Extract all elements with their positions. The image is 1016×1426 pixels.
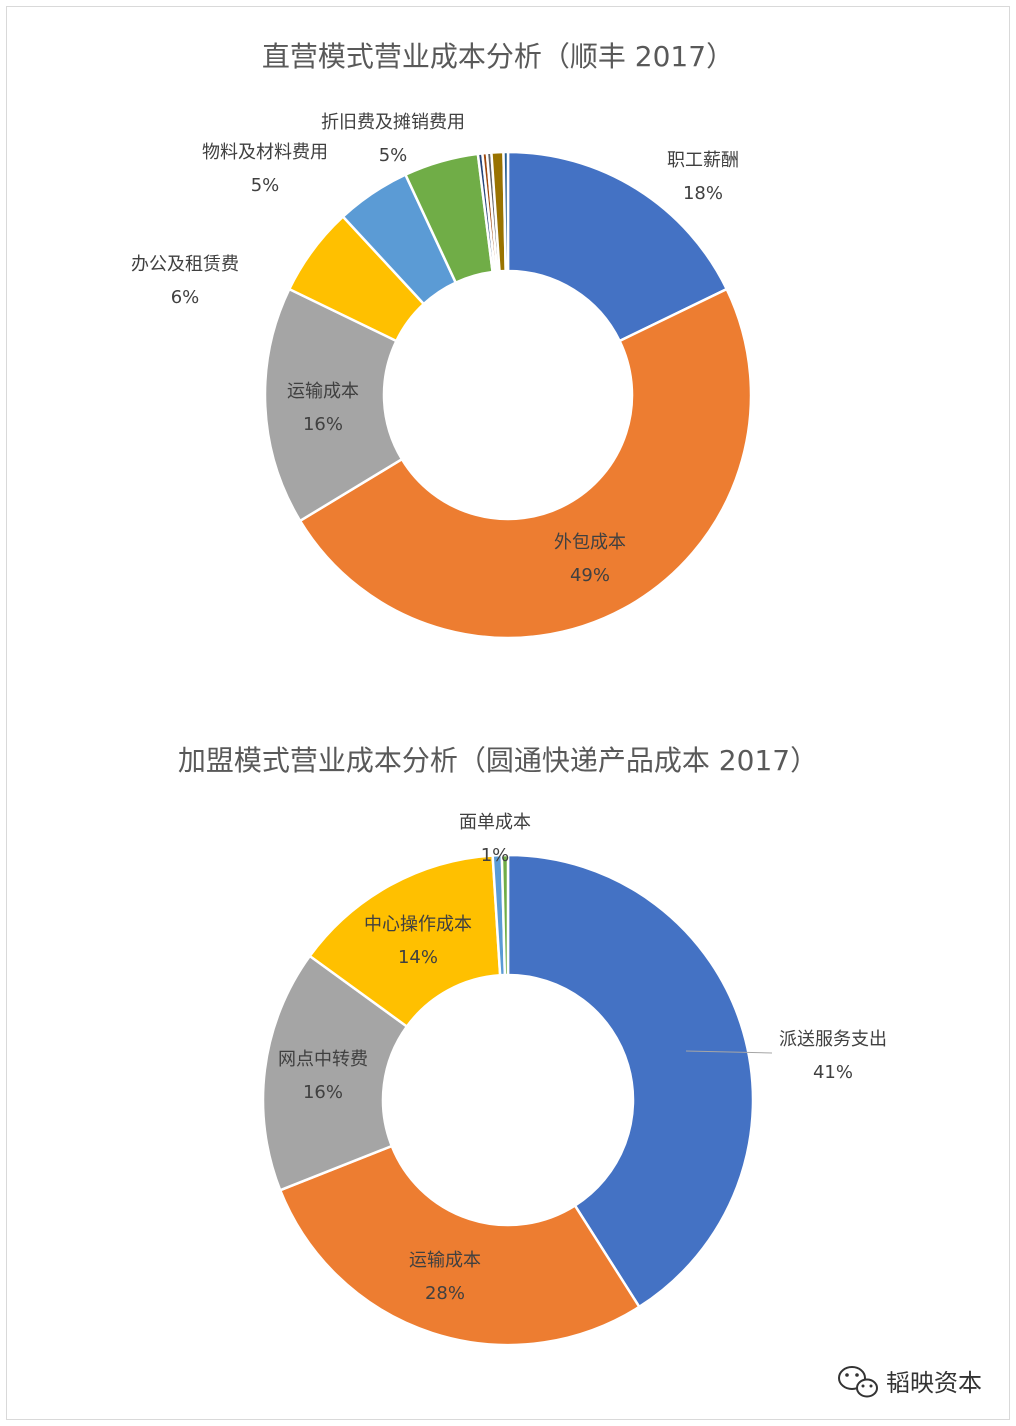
slice-name-label: 运输成本 [287,381,359,402]
slice-派送服务支出 [506,853,755,1309]
slice-percent-label: 41% [813,1062,853,1083]
donut-chart-franchise [261,853,755,1347]
slice-name-label: 折旧费及摊销费用 [321,112,465,133]
slice-外包成本 [298,287,753,640]
slice-percent-label: 28% [425,1283,465,1304]
image-frame [6,6,1010,1420]
slice-运输成本 [278,1144,642,1347]
watermark: 韬映资本 [838,1366,982,1398]
slice-percent-label: 14% [398,947,438,968]
slice-percent-label: 5% [251,175,280,196]
slice-name-label: 运输成本 [409,1250,481,1271]
watermark-text: 韬映资本 [886,1369,982,1397]
slice-运输成本 [263,287,404,523]
slice-职工薪酬 [506,150,729,343]
donut-chart-direct [263,150,753,640]
slice-name-label: 派送服务支出 [779,1029,887,1050]
slice-percent-label: 1% [481,845,510,866]
labels-franchise: 派送服务支出 41% 运输成本 28% 网点中转费 16% 中心操作成本 14% 面单成本 1% [278,812,887,1304]
slice-name-label: 物料及材料费用 [202,142,328,163]
slice-name-label: 中心操作成本 [364,914,472,935]
slice-name-label: 网点中转费 [278,1049,368,1070]
slice-percent-label: 18% [683,183,723,204]
wechat-icon [838,1366,878,1398]
slice-percent-label: 5% [379,145,408,166]
slice-name-label: 职工薪酬 [667,150,739,171]
slice-percent-label: 16% [303,1082,343,1103]
slice-中心操作成本 [308,854,502,1029]
chart-title-franchise: 加盟模式营业成本分析（圆通快递产品成本 2017） [178,744,818,777]
slice-网点中转费 [261,954,409,1192]
slice-minor-10 [502,150,510,273]
leader-line [685,1050,773,1054]
slice-percent-label: 49% [570,565,610,586]
slice-name-label: 办公及租赁费 [131,254,239,275]
slice-percent-label: 6% [171,287,200,308]
slice-percent-label: 16% [303,414,343,435]
slice-minor-5 [500,853,510,977]
chart-title-direct: 直营模式营业成本分析（顺丰 2017） [262,40,734,73]
labels-direct: 职工薪酬 18% 外包成本 49% 运输成本 16% 办公及租赁费 6% 物料及材料费用 5% 折旧… [131,112,739,586]
slice-name-label: 面单成本 [459,812,531,833]
slice-name-label: 外包成本 [554,532,626,553]
